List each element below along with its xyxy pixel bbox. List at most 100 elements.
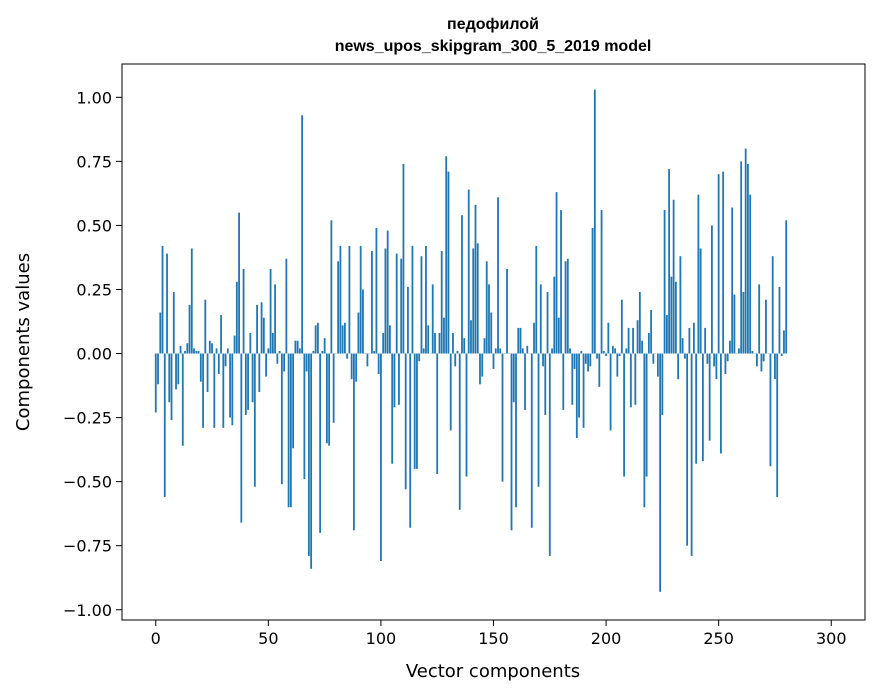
bar-72 [316, 322, 319, 354]
chart-subtitle: news_upos_skipgram_300_5_2019 model [335, 38, 652, 55]
bar-270 [762, 353, 765, 362]
bar-130 [447, 171, 450, 354]
bar-142 [474, 204, 477, 354]
bar-179 [557, 317, 560, 354]
bar-279 [783, 330, 785, 354]
bar-113 [409, 353, 412, 528]
bar-123 [431, 284, 434, 354]
bar-231 [674, 281, 677, 354]
bar-220 [650, 309, 653, 354]
bar-141 [472, 248, 475, 354]
bar-193 [589, 353, 592, 367]
bar-110 [402, 163, 405, 354]
bar-74 [321, 350, 324, 354]
bar-124 [434, 333, 436, 354]
bar-211 [629, 353, 632, 408]
bar-275 [774, 353, 776, 380]
bar-107 [395, 253, 398, 354]
bar-243 [701, 353, 704, 462]
bar-18 [195, 350, 198, 354]
bar-27 [215, 348, 218, 354]
bar-191 [584, 353, 587, 364]
bar-192 [587, 353, 589, 372]
bar-217 [643, 353, 646, 508]
bar-246 [708, 353, 711, 441]
bar-185 [571, 353, 574, 405]
bar-44 [253, 353, 256, 487]
bar-137 [463, 338, 466, 354]
bar-194 [591, 227, 594, 354]
bar-206 [618, 353, 621, 357]
bar-152 [497, 197, 499, 354]
bar-22 [204, 299, 207, 354]
bar-237 [688, 327, 691, 354]
bar-19 [197, 350, 200, 354]
bar-61 [292, 353, 295, 449]
x-tick-label: 50 [258, 629, 278, 648]
bar-263 [747, 163, 749, 354]
bar-250 [717, 174, 720, 354]
bar-70 [312, 350, 315, 354]
bar-78 [330, 220, 333, 354]
bar-40 [244, 353, 247, 416]
x-tick-label: 0 [151, 629, 161, 648]
bar-4 [163, 353, 166, 498]
bar-247 [711, 225, 713, 354]
bar-178 [555, 192, 558, 354]
bar-85 [346, 353, 349, 359]
bar-200 [605, 353, 607, 357]
bar-118 [420, 256, 423, 354]
bar-43 [251, 353, 254, 403]
bar-119 [422, 348, 425, 354]
bar-108 [398, 353, 400, 405]
bar-210 [627, 327, 630, 354]
bar-111 [404, 353, 407, 490]
y-tick-label: −0.25 [63, 409, 112, 428]
bar-127 [440, 251, 443, 354]
bar-13 [184, 350, 186, 354]
bar-125 [436, 353, 439, 474]
bar-17 [193, 348, 195, 354]
bar-256 [731, 207, 734, 354]
bar-172 [542, 353, 544, 367]
bar-278 [780, 353, 783, 357]
bar-180 [560, 210, 562, 354]
bar-159 [512, 353, 515, 403]
bar-224 [659, 353, 662, 592]
bar-83 [341, 325, 344, 354]
bar-242 [699, 248, 702, 354]
bar-207 [620, 299, 623, 354]
bar-203 [611, 345, 614, 354]
bar-146 [483, 338, 486, 354]
bar-36 [235, 281, 238, 354]
bar-16 [190, 248, 193, 354]
bar-173 [544, 353, 547, 416]
bar-197 [598, 353, 601, 387]
bar-50 [267, 348, 270, 354]
bar-10 [177, 353, 180, 385]
bar-201 [607, 322, 610, 354]
bar-20 [199, 353, 202, 382]
y-tick-label: 0.75 [76, 152, 112, 171]
bar-105 [391, 353, 394, 464]
bar-91 [359, 245, 362, 354]
bar-59 [287, 353, 290, 508]
bar-51 [269, 268, 272, 354]
bar-267 [756, 353, 758, 367]
bar-252 [722, 171, 725, 354]
y-tick-label: −1.00 [63, 601, 112, 620]
bar-30 [222, 353, 225, 428]
bar-264 [749, 194, 752, 354]
bar-212 [632, 327, 634, 354]
bar-218 [645, 353, 648, 477]
bar-56 [280, 353, 283, 485]
bar-23 [206, 353, 209, 392]
bar-156 [506, 268, 508, 354]
bar-148 [488, 284, 490, 354]
bar-39 [242, 268, 245, 354]
bar-161 [517, 327, 520, 354]
bar-140 [470, 320, 472, 354]
bar-35 [233, 335, 236, 354]
bar-165 [526, 345, 529, 354]
x-axis-label: Vector components [406, 661, 580, 682]
